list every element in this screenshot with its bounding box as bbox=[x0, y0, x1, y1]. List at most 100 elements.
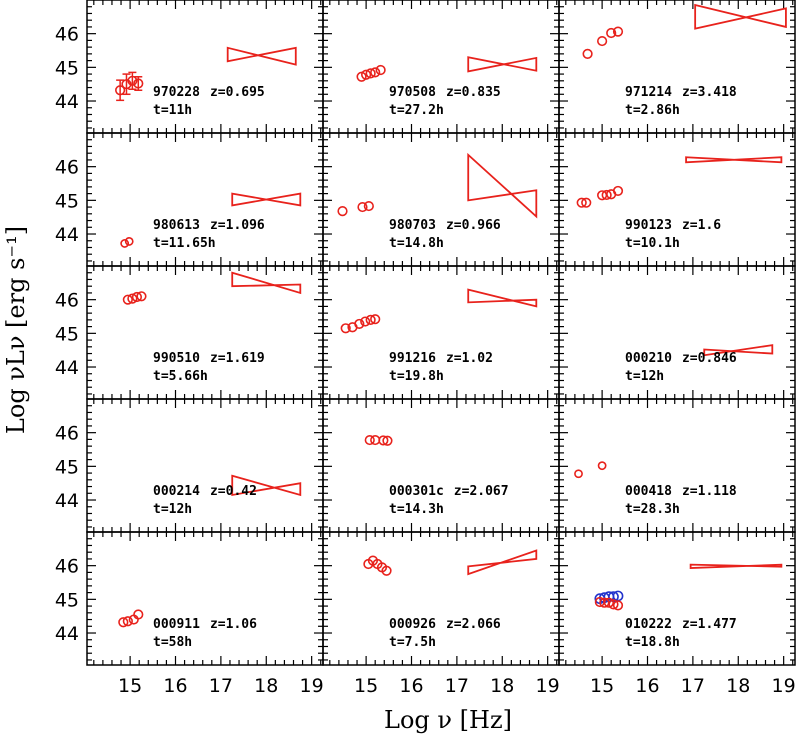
axes-text-layer: Log ν [Hz] Log νLν [erg s⁻¹] bbox=[2, 226, 512, 734]
panel-time: t=18.8h bbox=[625, 635, 680, 650]
y-tick-label: 44 bbox=[55, 623, 79, 645]
y-tick-label: 45 bbox=[55, 190, 79, 212]
y-tick-label: 44 bbox=[55, 91, 79, 113]
panel-redshift: z=1.06 bbox=[210, 617, 257, 632]
panel-frame bbox=[558, 265, 796, 400]
panel-000301c: 000301c z=2.067 t=14.3h bbox=[322, 398, 560, 533]
panel-time: t=27.2h bbox=[389, 103, 444, 118]
x-tick-label: 17 bbox=[681, 675, 705, 697]
data-point bbox=[361, 69, 372, 80]
panel-id-label: 010222 z=1.477 bbox=[625, 617, 737, 632]
panel-id: 970508 bbox=[389, 85, 436, 100]
panel-frame bbox=[86, 0, 324, 134]
x-tick-label: 15 bbox=[354, 675, 378, 697]
data-point bbox=[127, 293, 138, 304]
data-point bbox=[118, 617, 129, 628]
data-point bbox=[370, 314, 381, 325]
data-point bbox=[122, 294, 133, 305]
panel-000926: 15 16 17 18 19 000926 z=2.066 t=7.5h bbox=[322, 531, 560, 697]
data-point bbox=[612, 185, 624, 197]
data-point bbox=[582, 48, 593, 59]
data-point bbox=[364, 434, 375, 446]
panel-redshift: z=0.835 bbox=[446, 85, 501, 100]
panel-redshift: z=3.418 bbox=[682, 85, 737, 100]
panel-frame bbox=[558, 531, 796, 666]
data-point bbox=[378, 435, 389, 446]
panel-redshift: z=0.846 bbox=[682, 351, 737, 366]
panel-id-label: 000418 z=1.118 bbox=[625, 484, 737, 499]
x-tick-label: 15 bbox=[590, 675, 614, 697]
data-point bbox=[337, 206, 348, 217]
panel-id: 980703 bbox=[389, 218, 436, 233]
y-tick-label: 44 bbox=[55, 357, 79, 379]
data-point bbox=[370, 434, 381, 446]
panel-id-label: 000214 z=0.42 bbox=[153, 484, 257, 499]
y-tick-label: 46 bbox=[55, 157, 79, 179]
data-point bbox=[120, 239, 130, 248]
panel-id-label: 000210 z=0.846 bbox=[625, 351, 737, 366]
data-point bbox=[136, 291, 147, 302]
panel-000214: 44 45 46 000214 z=0.42 t=12h bbox=[55, 398, 324, 533]
panel-id: 990123 bbox=[625, 218, 672, 233]
panel-id: 000926 bbox=[389, 617, 436, 632]
y-tick-label: 46 bbox=[55, 290, 79, 312]
panel-id-label: 000926 z=2.066 bbox=[389, 617, 501, 632]
xray-bowtie bbox=[467, 288, 538, 308]
panel-id-label: 980703 z=0.966 bbox=[389, 218, 501, 233]
data-point bbox=[576, 197, 587, 208]
xray-bowtie bbox=[231, 192, 302, 207]
panel-id: 000210 bbox=[625, 351, 672, 366]
xray-bowtie bbox=[467, 152, 538, 219]
panel-redshift: z=0.695 bbox=[210, 85, 265, 100]
data-point bbox=[603, 597, 615, 608]
data-point bbox=[340, 323, 351, 334]
xray-bowtie bbox=[689, 563, 783, 569]
panel-id: 010222 bbox=[625, 617, 672, 632]
data-point bbox=[133, 609, 144, 620]
x-tick-label: 19 bbox=[536, 675, 560, 697]
data-point bbox=[363, 200, 374, 212]
data-point bbox=[608, 599, 619, 610]
panel-id-label: 970508 z=0.835 bbox=[389, 85, 501, 100]
panel-id: 000301c bbox=[389, 484, 444, 499]
panel-id: 971214 bbox=[625, 85, 672, 100]
panel-redshift: z=0.42 bbox=[210, 484, 257, 499]
panel-redshift: z=1.6 bbox=[682, 218, 721, 233]
panel-990123: 990123 z=1.6t=10.1h bbox=[558, 132, 796, 267]
data-point bbox=[133, 78, 144, 89]
panel-id-label: 000911 z=1.06 bbox=[153, 617, 257, 632]
x-tick-label: 15 bbox=[118, 675, 142, 697]
panel-id: 980613 bbox=[153, 218, 200, 233]
panel-000911: 44 45 46 15 16 17 18 19 000911 z=1.06 t=58h bbox=[55, 531, 324, 697]
data-point bbox=[597, 35, 608, 47]
panel-id: 000418 bbox=[625, 484, 672, 499]
data-point bbox=[382, 435, 393, 446]
panel-id: 000911 bbox=[153, 617, 200, 632]
panel-time: t=5.66h bbox=[153, 369, 208, 384]
panel-redshift: z=1.118 bbox=[682, 484, 737, 499]
data-point bbox=[574, 469, 583, 479]
x-tick-label: 17 bbox=[445, 675, 469, 697]
panel-redshift: z=2.066 bbox=[446, 617, 501, 632]
panel-id-label: 971214 z=3.418 bbox=[625, 85, 737, 100]
x-tick-label: 18 bbox=[490, 675, 514, 697]
panel-id-label: 991216 z=1.02 bbox=[389, 351, 493, 366]
panel-id: 000214 bbox=[153, 484, 200, 499]
x-axis-title: Log ν [Hz] bbox=[384, 706, 512, 734]
panel-redshift: z=1.477 bbox=[682, 617, 737, 632]
panel-time: t=14.8h bbox=[389, 236, 444, 251]
panel-time: t=10.1h bbox=[625, 236, 680, 251]
panel-time: t=12h bbox=[153, 502, 192, 517]
data-point bbox=[360, 316, 371, 327]
xray-bowtie bbox=[703, 344, 774, 357]
data-point bbox=[381, 565, 392, 576]
data-point bbox=[581, 197, 592, 208]
data-point bbox=[365, 314, 376, 325]
data-point bbox=[357, 201, 368, 213]
data-point bbox=[597, 461, 607, 471]
panel-id: 970228 bbox=[153, 85, 200, 100]
panel-000210: 000210 z=0.846 t=12h bbox=[558, 265, 796, 400]
